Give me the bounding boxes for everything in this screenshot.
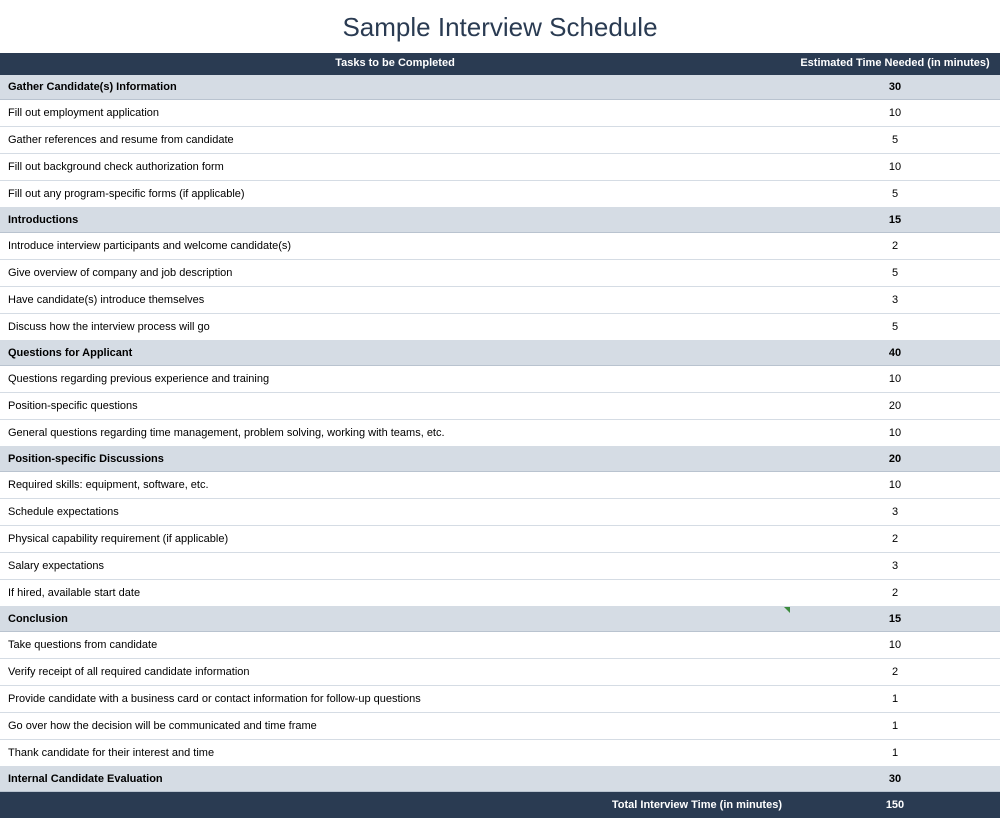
task-time: 3 — [790, 498, 1000, 525]
table-row: Questions regarding previous experience … — [0, 365, 1000, 392]
section-label: Internal Candidate Evaluation — [0, 766, 790, 791]
section-total: 30 — [790, 766, 1000, 791]
task-time: 10 — [790, 153, 1000, 180]
total-value: 150 — [790, 791, 1000, 818]
task-time: 5 — [790, 259, 1000, 286]
table-row: Have candidate(s) introduce themselves3 — [0, 286, 1000, 313]
task-label: Verify receipt of all required candidate… — [0, 658, 790, 685]
header-row: Tasks to be Completed Estimated Time Nee… — [0, 53, 1000, 75]
section-total: 40 — [790, 340, 1000, 365]
task-time: 5 — [790, 180, 1000, 207]
task-time: 1 — [790, 739, 1000, 766]
task-label: Salary expectations — [0, 552, 790, 579]
task-time: 10 — [790, 631, 1000, 658]
table-row: Discuss how the interview process will g… — [0, 313, 1000, 340]
table-row: Thank candidate for their interest and t… — [0, 739, 1000, 766]
task-label: Position-specific questions — [0, 392, 790, 419]
task-label: Take questions from candidate — [0, 631, 790, 658]
section-label: Conclusion — [0, 606, 790, 631]
task-label: Gather references and resume from candid… — [0, 126, 790, 153]
task-label: General questions regarding time managem… — [0, 419, 790, 446]
table-row: Provide candidate with a business card o… — [0, 685, 1000, 712]
task-label: Fill out employment application — [0, 99, 790, 126]
task-time: 3 — [790, 286, 1000, 313]
task-time: 2 — [790, 658, 1000, 685]
section-row: Internal Candidate Evaluation30 — [0, 766, 1000, 791]
table-row: Gather references and resume from candid… — [0, 126, 1000, 153]
task-time: 10 — [790, 99, 1000, 126]
section-row: Gather Candidate(s) Information30 — [0, 75, 1000, 100]
section-row: Position-specific Discussions20 — [0, 446, 1000, 471]
task-time: 10 — [790, 471, 1000, 498]
section-row: Conclusion15 — [0, 606, 1000, 631]
table-row: Fill out employment application10 — [0, 99, 1000, 126]
section-label: Gather Candidate(s) Information — [0, 75, 790, 100]
task-label: Schedule expectations — [0, 498, 790, 525]
task-label: Physical capability requirement (if appl… — [0, 525, 790, 552]
task-label: Discuss how the interview process will g… — [0, 313, 790, 340]
header-time: Estimated Time Needed (in minutes) — [790, 53, 1000, 75]
section-label: Position-specific Discussions — [0, 446, 790, 471]
table-row: Take questions from candidate10 — [0, 631, 1000, 658]
section-total: 15 — [790, 606, 1000, 631]
table-row: General questions regarding time managem… — [0, 419, 1000, 446]
task-time: 1 — [790, 712, 1000, 739]
task-label: Have candidate(s) introduce themselves — [0, 286, 790, 313]
header-tasks: Tasks to be Completed — [0, 53, 790, 75]
table-row: Physical capability requirement (if appl… — [0, 525, 1000, 552]
table-row: Fill out background check authorization … — [0, 153, 1000, 180]
task-time: 20 — [790, 392, 1000, 419]
table-row: Introduce interview participants and wel… — [0, 232, 1000, 259]
task-label: Give overview of company and job descrip… — [0, 259, 790, 286]
task-label: Fill out any program-specific forms (if … — [0, 180, 790, 207]
task-label: Thank candidate for their interest and t… — [0, 739, 790, 766]
task-time: 3 — [790, 552, 1000, 579]
total-label: Total Interview Time (in minutes) — [0, 791, 790, 818]
task-label: Introduce interview participants and wel… — [0, 232, 790, 259]
task-time: 2 — [790, 579, 1000, 606]
table-row: Give overview of company and job descrip… — [0, 259, 1000, 286]
table-row: Salary expectations3 — [0, 552, 1000, 579]
table-row: Position-specific questions20 — [0, 392, 1000, 419]
task-time: 10 — [790, 419, 1000, 446]
task-time: 5 — [790, 313, 1000, 340]
section-row: Introductions15 — [0, 207, 1000, 232]
table-row: Fill out any program-specific forms (if … — [0, 180, 1000, 207]
task-time: 5 — [790, 126, 1000, 153]
table-row: If hired, available start date2 — [0, 579, 1000, 606]
task-label: If hired, available start date — [0, 579, 790, 606]
task-time: 10 — [790, 365, 1000, 392]
section-label: Questions for Applicant — [0, 340, 790, 365]
section-total: 30 — [790, 75, 1000, 100]
table-row: Required skills: equipment, software, et… — [0, 471, 1000, 498]
table-row: Go over how the decision will be communi… — [0, 712, 1000, 739]
task-time: 2 — [790, 232, 1000, 259]
section-label: Introductions — [0, 207, 790, 232]
page-title: Sample Interview Schedule — [0, 0, 1000, 53]
task-time: 1 — [790, 685, 1000, 712]
task-label: Fill out background check authorization … — [0, 153, 790, 180]
section-total: 20 — [790, 446, 1000, 471]
task-label: Go over how the decision will be communi… — [0, 712, 790, 739]
task-label: Required skills: equipment, software, et… — [0, 471, 790, 498]
section-total: 15 — [790, 207, 1000, 232]
schedule-table: Tasks to be Completed Estimated Time Nee… — [0, 53, 1000, 818]
section-row: Questions for Applicant40 — [0, 340, 1000, 365]
task-label: Questions regarding previous experience … — [0, 365, 790, 392]
task-label: Provide candidate with a business card o… — [0, 685, 790, 712]
table-row: Schedule expectations3 — [0, 498, 1000, 525]
total-row: Total Interview Time (in minutes)150 — [0, 791, 1000, 818]
task-time: 2 — [790, 525, 1000, 552]
table-row: Verify receipt of all required candidate… — [0, 658, 1000, 685]
